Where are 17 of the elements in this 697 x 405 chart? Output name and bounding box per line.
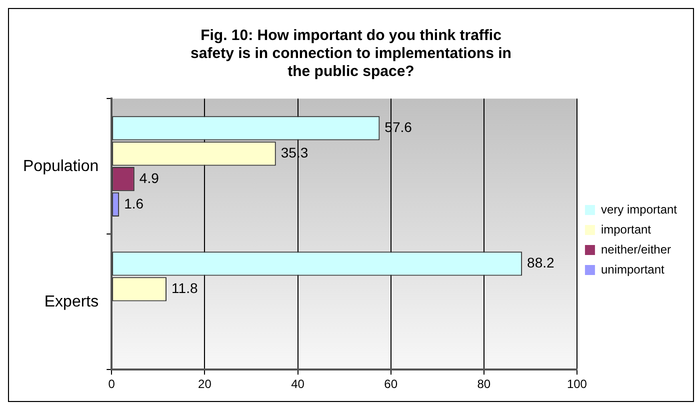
x-tick-label: 80 <box>477 377 491 392</box>
data-label: 1.6 <box>124 195 144 212</box>
x-tick-label: 60 <box>384 377 398 392</box>
legend-label: important <box>600 222 652 236</box>
y-tick-label: Experts <box>44 293 99 310</box>
data-label: 88.2 <box>527 254 555 271</box>
legend-label: unimportant <box>600 262 666 276</box>
data-label: 4.9 <box>139 170 160 186</box>
x-tick-label: 100 <box>566 377 588 392</box>
x-tick-label: 40 <box>291 377 305 392</box>
legend-label: neither/either <box>600 242 672 256</box>
data-label: 11.8 <box>172 280 198 296</box>
chart-title: Fig. 10: How important do you think traffic safety is in connection to implementations in the public space? <box>190 27 512 81</box>
y-tick-label: Population <box>22 158 99 175</box>
x-tick-label: 0 <box>108 377 116 392</box>
x-tick-label: 20 <box>198 377 212 392</box>
legend-label: very important <box>600 202 678 216</box>
